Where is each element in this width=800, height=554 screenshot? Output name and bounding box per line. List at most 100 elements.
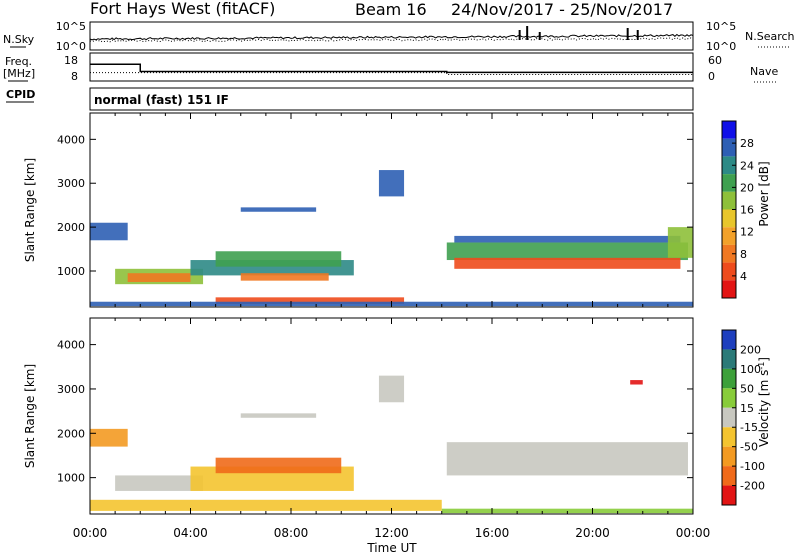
freq-right-tick-bottom: 0 bbox=[708, 70, 715, 83]
velocity-colorbar-label: -200 bbox=[740, 480, 765, 493]
power-colorbar-label: 20 bbox=[740, 181, 754, 194]
power-colorbar-swatch bbox=[722, 280, 736, 298]
velocity-colorbar-frame bbox=[721, 329, 737, 506]
power-colorbar-label: Power [dB] bbox=[757, 161, 771, 226]
noise-panel-frame bbox=[89, 21, 694, 51]
velocity-colorbar-label-part2: [m s bbox=[757, 370, 771, 396]
power-scatter-band bbox=[215, 297, 405, 304]
freq-trace bbox=[90, 63, 693, 74]
power-colorbar-label: 4 bbox=[740, 270, 747, 283]
velocity-scatter-band bbox=[115, 475, 204, 491]
power-ytick-label: 4000 bbox=[57, 133, 85, 146]
power-scatter-band bbox=[215, 251, 342, 267]
power-scatter-band bbox=[378, 170, 405, 197]
velocity-colorbar-swatch bbox=[722, 446, 736, 467]
power-ytick-label: 1000 bbox=[57, 265, 85, 278]
power-colorbar-label: 24 bbox=[740, 159, 754, 172]
velocity-colorbar-swatch bbox=[722, 368, 736, 389]
velocity-ytick-label: 2000 bbox=[57, 427, 85, 440]
freq-left-tick-top: 18 bbox=[64, 54, 78, 67]
velocity-colorbar-label: 100 bbox=[740, 363, 761, 376]
noise-right-tick-bottom: 10^0 bbox=[706, 40, 736, 53]
power-scatter-band bbox=[90, 222, 128, 241]
nave-label: Nave bbox=[750, 65, 778, 78]
velocity-colorbar-label-sup: -1 bbox=[757, 362, 766, 370]
velocity-scatter-band bbox=[441, 508, 693, 514]
noise-left-tick-top: 10^5 bbox=[56, 20, 86, 33]
time-tick-label: 08:00 bbox=[274, 526, 309, 540]
noise-traces bbox=[89, 26, 694, 43]
velocity-colorbar-label: 200 bbox=[740, 343, 761, 356]
velocity-scatter-band bbox=[240, 413, 317, 418]
power-scatter-band bbox=[127, 273, 191, 282]
time-tick-label: 00:00 bbox=[676, 526, 711, 540]
station-title: Fort Hays West (fitACF) bbox=[90, 0, 275, 18]
time-tick-label: 04:00 bbox=[173, 526, 208, 540]
velocity-ytick-label: 1000 bbox=[57, 472, 85, 485]
power-ylabel: Slant Range [km] bbox=[23, 158, 37, 262]
power-colorbar-swatch bbox=[722, 174, 736, 192]
beam-label: Beam 16 bbox=[355, 0, 427, 19]
velocity-scatter-band bbox=[90, 428, 128, 447]
velocity-colorbar-label: -50 bbox=[740, 441, 758, 454]
velocity-scatter-band bbox=[378, 375, 405, 403]
velocity-colorbar-swatch bbox=[722, 407, 736, 428]
nave-trace bbox=[90, 72, 693, 75]
power-colorbar-swatch bbox=[722, 244, 736, 263]
power-colorbar-label: 16 bbox=[740, 204, 754, 217]
velocity-ytick-label: 3000 bbox=[57, 383, 85, 396]
power-colorbar-swatch bbox=[722, 209, 736, 228]
velocity-scatter-band bbox=[90, 499, 442, 511]
velocity-colorbar-swatch bbox=[722, 388, 736, 408]
power-scatter-band bbox=[240, 207, 317, 212]
velocity-colorbar-swatch bbox=[722, 330, 736, 350]
freq-right-tick-top: 60 bbox=[708, 54, 722, 67]
velocity-colorbar-label: -100 bbox=[740, 460, 765, 473]
power-colorbar-swatch bbox=[722, 121, 736, 139]
velocity-colorbar-swatch bbox=[722, 485, 736, 505]
time-tick-label: 00:00 bbox=[73, 526, 108, 540]
power-scatter-band bbox=[446, 242, 688, 261]
velocity-colorbar-label-part3: ] bbox=[757, 357, 771, 362]
cpid-mode: normal (fast) 151 IF bbox=[94, 93, 229, 107]
velocity-panel: 1000 2000 3000 4000 Slant Range [km] bbox=[23, 317, 694, 515]
velocity-colorbar-label-part1: Velocity bbox=[757, 400, 771, 447]
velocity-colorbar-label: 15 bbox=[740, 402, 754, 415]
velocity-colorbar-label: -15 bbox=[740, 421, 758, 434]
power-scatter-band bbox=[454, 235, 681, 243]
velocity-scatter-band bbox=[446, 442, 688, 476]
power-scatter-band bbox=[667, 227, 693, 258]
cpid-panel-frame bbox=[89, 87, 694, 111]
velocity-scatter-band bbox=[630, 380, 643, 385]
velocity-colorbar-swatch bbox=[722, 427, 736, 447]
power-colorbar-swatch bbox=[722, 156, 736, 175]
time-tick-label: 20:00 bbox=[575, 526, 610, 540]
freq-traces bbox=[90, 63, 693, 75]
velocity-colorbar-swatch bbox=[722, 349, 736, 369]
power-colorbar-swatch bbox=[722, 227, 736, 245]
velocity-colorbar-swatch bbox=[722, 466, 736, 486]
velocity-colorbar-label: Velocity [m s-1] bbox=[757, 357, 771, 447]
velocity-colorbar-label: 50 bbox=[740, 382, 754, 395]
power-ytick-label: 3000 bbox=[57, 177, 85, 190]
freq-panel-frame bbox=[89, 52, 694, 82]
power-scatter-band bbox=[454, 257, 681, 269]
power-colorbar-label: 12 bbox=[740, 226, 754, 239]
freq-left-label-1: Freq. bbox=[5, 55, 32, 68]
power-colorbar-label: 28 bbox=[740, 137, 754, 150]
date-range: 24/Nov/2017 - 25/Nov/2017 bbox=[451, 0, 673, 19]
power-colorbar-swatch bbox=[722, 191, 736, 210]
power-colorbar-swatch bbox=[722, 138, 736, 157]
power-panel: 1000 2000 3000 4000 Slant Range [km] bbox=[23, 112, 694, 308]
cpid-label: CPID bbox=[6, 88, 35, 101]
freq-left-tick-bottom: 8 bbox=[71, 70, 78, 83]
power-colorbar-swatch bbox=[722, 262, 736, 281]
velocity-scatter-band bbox=[215, 457, 342, 474]
time-tick-label: 12:00 bbox=[374, 526, 409, 540]
time-axis-label: Time UT bbox=[366, 541, 417, 554]
noise-right-label: N.Search bbox=[745, 30, 795, 43]
power-scatter-band bbox=[240, 273, 329, 281]
noise-left-tick-bottom: 10^0 bbox=[56, 40, 86, 53]
noise-right-tick-top: 10^5 bbox=[706, 20, 736, 33]
noise-left-label: N.Sky bbox=[3, 33, 35, 46]
